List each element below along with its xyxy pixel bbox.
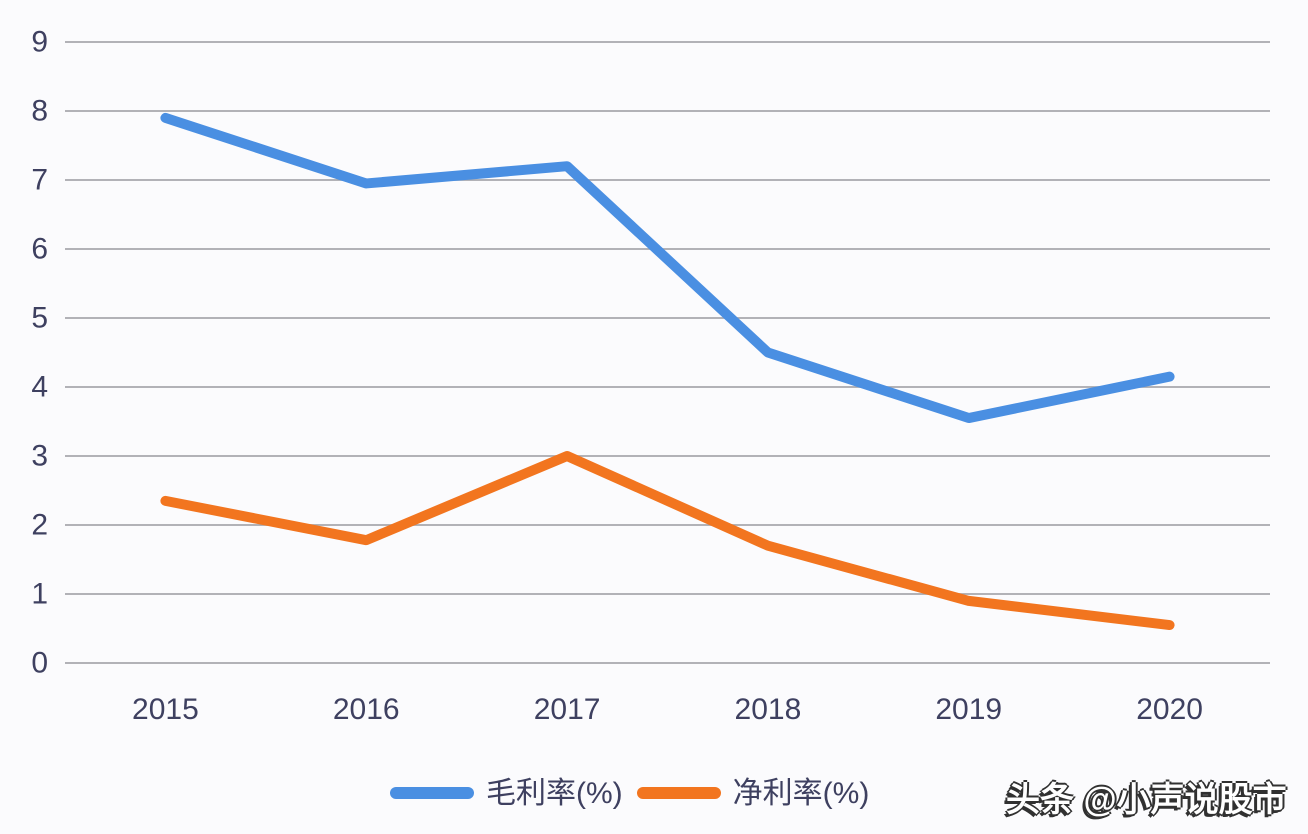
- y-axis-tick-label: 1: [31, 578, 48, 611]
- y-axis-tick-label: 5: [31, 302, 48, 335]
- y-axis-tick-label: 3: [31, 440, 48, 473]
- y-axis-tick-label: 2: [31, 509, 48, 542]
- x-axis-label: 2020: [1136, 693, 1203, 726]
- legend-label: 净利率(%): [732, 777, 870, 810]
- watermark: 头条 @小声说股市: [1006, 781, 1287, 819]
- legend-item: 毛利率(%): [390, 777, 623, 809]
- x-axis-label: 2017: [534, 693, 601, 726]
- x-axis-label: 2019: [935, 693, 1002, 726]
- legend-label: 毛利率(%): [486, 777, 623, 810]
- legend: 毛利率(%) 净利率(%): [390, 777, 869, 809]
- x-axis-label: 2015: [132, 693, 199, 726]
- legend-item: 净利率(%): [636, 777, 870, 810]
- y-axis-tick-label: 0: [31, 647, 48, 680]
- y-axis-tick-label: 6: [31, 233, 48, 266]
- x-axis-label: 2016: [333, 693, 400, 726]
- legend-swatch: [636, 787, 721, 799]
- y-axis-tick-label: 9: [31, 26, 48, 59]
- legend-swatch: [390, 787, 474, 799]
- y-axis-tick-label: 4: [31, 371, 48, 404]
- y-axis-tick-label: 7: [31, 164, 48, 197]
- y-axis-tick-label: 8: [31, 95, 48, 128]
- series-line-0: [160, 112, 1175, 424]
- x-axis-label: 2018: [735, 693, 802, 726]
- series-line-1: [160, 451, 1175, 631]
